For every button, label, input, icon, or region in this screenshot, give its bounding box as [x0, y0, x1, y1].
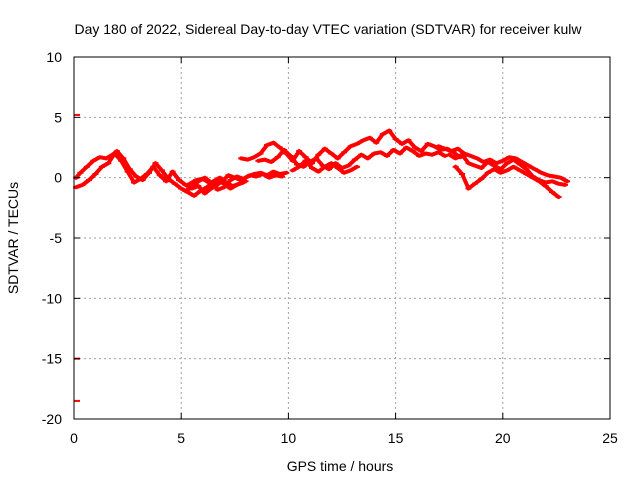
y-tick-label: -10: [42, 290, 62, 306]
y-tick-label: -15: [42, 351, 62, 367]
series-trace-d: [182, 172, 285, 193]
x-tick-label: 0: [70, 430, 78, 446]
data-points: [73, 113, 571, 402]
y-tick-label: 5: [54, 109, 62, 125]
series-outliers: [74, 113, 80, 402]
series-trace-b: [73, 151, 247, 196]
y-axis-title: SDTVAR / TECUs: [5, 182, 21, 294]
axis-ticks: 0 5 10 15 20 25 -20 -15 -10 -5 0 5 10: [42, 49, 618, 446]
chart-title: Day 180 of 2022, Sidereal Day-to-day VTE…: [74, 21, 582, 37]
series-trace-j: [452, 164, 562, 199]
x-tick-label: 10: [281, 430, 297, 446]
series-line: [183, 172, 284, 193]
x-tick-label: 20: [495, 430, 511, 446]
series-trace-f: [255, 145, 448, 172]
y-tick-label: -20: [42, 411, 62, 427]
series-trace-g: [289, 158, 361, 175]
grid: [74, 57, 610, 419]
x-tick-label: 25: [602, 430, 618, 446]
x-tick-label: 15: [388, 430, 404, 446]
y-tick-label: 10: [46, 49, 62, 65]
y-tick-label: -5: [50, 230, 63, 246]
series-trace-h: [435, 144, 571, 184]
x-tick-label: 5: [177, 430, 185, 446]
y-tick-label: 0: [54, 170, 62, 186]
x-axis-title: GPS time / hours: [287, 458, 394, 474]
